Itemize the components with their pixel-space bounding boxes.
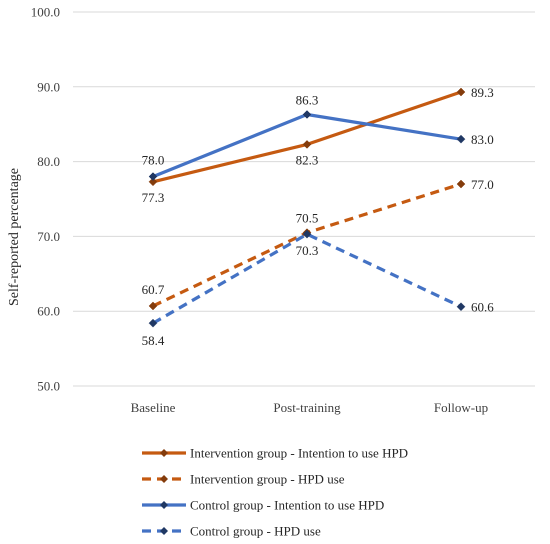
data-label: 58.4: [142, 333, 165, 348]
y-tick-label: 80.0: [37, 154, 60, 169]
data-point-marker: [148, 172, 158, 181]
legend: Intervention group - Intention to use HP…: [142, 446, 408, 539]
legend-label: Intervention group - HPD use: [190, 472, 345, 487]
data-label: 82.3: [296, 152, 319, 167]
data-label: 89.3: [471, 85, 494, 100]
y-tick-label: 50.0: [37, 379, 60, 394]
data-point-marker: [148, 318, 158, 328]
legend-swatch-marker: [160, 449, 168, 457]
x-category-label: Post-training: [273, 400, 341, 415]
y-tick-label: 70.0: [37, 229, 60, 244]
gridlines: [73, 11, 535, 387]
legend-label: Control group - Intention to use HPD: [190, 498, 384, 513]
legend-swatch-marker: [160, 527, 168, 535]
data-labels: 77.3 82.3 89.3 60.7 70.5 77.0 78.0 86.3 83.0 58.4…: [142, 85, 495, 348]
data-label: 70.5: [296, 211, 319, 226]
legend-label: Control group - HPD use: [190, 524, 321, 539]
data-point-marker: [456, 302, 466, 312]
data-label: 86.3: [296, 92, 319, 107]
data-label: 60.6: [471, 300, 494, 315]
data-point-marker: [456, 134, 466, 144]
y-tick-label: 90.0: [37, 79, 60, 94]
x-category-label: Follow-up: [434, 400, 488, 415]
x-category-label: Baseline: [131, 400, 176, 415]
data-label: 77.3: [142, 190, 165, 205]
legend-swatch-marker: [160, 501, 168, 509]
series-lines: [152, 90, 462, 325]
data-point-marker: [302, 140, 312, 149]
data-label: 83.0: [471, 132, 494, 147]
y-tick-label: 100.0: [31, 5, 60, 20]
series-line: [152, 232, 462, 325]
data-point-marker: [302, 229, 312, 239]
data-point-marker: [302, 110, 312, 119]
data-label: 78.0: [142, 153, 165, 168]
y-tick-label: 60.0: [37, 304, 60, 319]
data-label: 70.3: [296, 243, 319, 258]
y-axis-title: Self-reported percentage: [7, 168, 22, 306]
data-point-marker: [148, 301, 158, 311]
x-axis-categories: Baseline Post-training Follow-up: [131, 400, 488, 415]
y-axis-ticks: 50.0 60.0 70.0 80.0 90.0 100.0: [31, 5, 60, 394]
legend-label: Intervention group - Intention to use HP…: [190, 446, 408, 461]
data-label: 60.7: [142, 282, 165, 297]
data-point-marker: [456, 179, 466, 189]
series-markers: [148, 87, 466, 328]
data-point-marker: [148, 177, 158, 187]
data-point-marker: [456, 87, 466, 97]
legend-swatch-marker: [160, 475, 168, 483]
data-label: 77.0: [471, 177, 494, 192]
